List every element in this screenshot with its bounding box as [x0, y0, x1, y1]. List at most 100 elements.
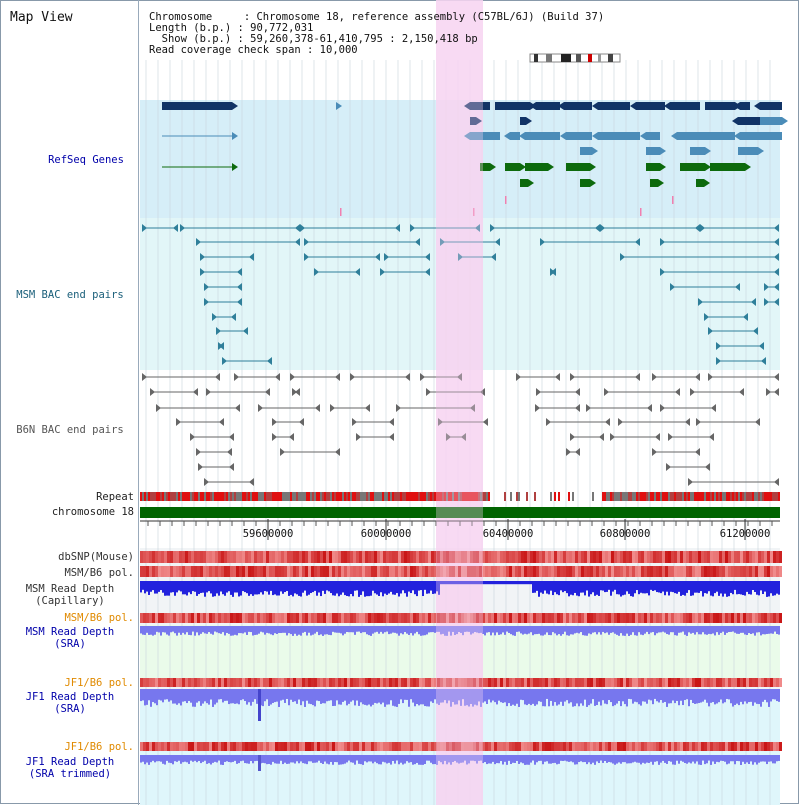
- msm-sra-depth-bar: [232, 626, 234, 636]
- jf1-sra-depth-bar: [312, 689, 314, 706]
- jf1-b6-pol-2-strip: [503, 742, 506, 751]
- dbsnp-strip: [605, 551, 608, 563]
- msm-sra-depth-bar: [396, 626, 398, 634]
- gene-exon: [470, 132, 500, 140]
- dbsnp-label[interactable]: dbSNP(Mouse): [58, 551, 134, 563]
- jf1-read-depth-sra-label[interactable]: JF1 Read Depth (SRA): [25, 691, 115, 715]
- msm-capillary-depth-bar: [218, 581, 220, 596]
- jf1-b6-pol-2-label[interactable]: JF1/B6 pol.: [64, 741, 134, 753]
- dbsnp-strip: [338, 551, 341, 563]
- msm-b6-pol-2-strip: [566, 613, 569, 623]
- msm-b6-pol-2-label[interactable]: MSM/B6 pol.: [64, 612, 134, 624]
- msm-capillary-depth-bar: [454, 581, 456, 585]
- jf1-trimmed-depth-bar: [316, 755, 318, 763]
- jf1-b6-pol-2-strip: [497, 742, 500, 751]
- msm-bac-label[interactable]: MSM BAC end pairs: [16, 289, 124, 301]
- repeat-feature: [346, 492, 348, 501]
- msm-capillary-depth-bar: [162, 581, 164, 593]
- msm-b6-pol-strip: [599, 566, 602, 577]
- msm-sra-depth-bar: [660, 626, 662, 633]
- msm-capillary-depth-bar: [730, 581, 732, 593]
- msm-read-depth-capillary-label[interactable]: MSM Read Depth (Capillary): [25, 583, 115, 607]
- jf1-sra-depth-bar: [350, 689, 352, 702]
- jf1-b6-pol-2-strip: [617, 742, 620, 751]
- jf1-b6-pol-2-strip: [638, 742, 641, 751]
- repeat-feature: [302, 492, 304, 501]
- jf1-b6-pol-strip: [749, 678, 752, 687]
- dbsnp-strip: [494, 551, 497, 563]
- msm-sra-depth-bar: [366, 626, 368, 635]
- msm-b6-pol-strip: [425, 566, 428, 577]
- msm-b6-pol-2-strip: [755, 613, 758, 623]
- msm-b6-pol-2-strip: [605, 613, 608, 623]
- pink-mark: [640, 208, 642, 216]
- msm-capillary-depth-bar: [270, 581, 272, 591]
- dbsnp-strip: [362, 551, 365, 563]
- msm-capillary-depth-bar: [516, 581, 518, 585]
- jf1-sra-depth-bar: [696, 689, 698, 704]
- msm-sra-depth-bar: [216, 626, 218, 633]
- jf1-b6-pol-2-strip: [728, 742, 731, 751]
- refseq-genes-label[interactable]: RefSeq Genes: [48, 154, 124, 166]
- jf1-trimmed-depth-bar: [696, 755, 698, 762]
- msm-sra-depth-bar: [486, 626, 488, 633]
- jf1-sra-depth-bar: [262, 689, 264, 707]
- b6n-bac-label[interactable]: B6N BAC end pairs: [16, 424, 124, 436]
- repeat-feature: [746, 492, 748, 501]
- msm-capillary-depth-bar: [464, 581, 466, 585]
- jf1-b6-pol-strip: [155, 678, 158, 687]
- repeat-feature: [694, 492, 696, 501]
- dbsnp-strip: [656, 551, 659, 563]
- jf1-trimmed-depth-bar: [172, 755, 174, 765]
- msm-sra-depth-bar: [508, 626, 510, 633]
- dbsnp-strip: [293, 551, 296, 563]
- msm-b6-pol-strip: [455, 566, 458, 577]
- jf1-trimmed-depth-bar: [364, 755, 366, 762]
- repeat-feature: [340, 492, 342, 501]
- jf1-trimmed-depth-bar: [660, 755, 662, 763]
- msm-capillary-depth-bar: [468, 581, 470, 585]
- msm-capillary-depth-bar: [326, 581, 328, 591]
- repeat-feature: [674, 492, 676, 501]
- jf1-trimmed-depth-bar: [636, 755, 638, 763]
- msm-b6-pol-2-strip: [653, 613, 656, 623]
- msm-capillary-depth-bar: [390, 581, 392, 592]
- msm-capillary-depth-bar: [324, 581, 326, 594]
- jf1-b6-pol-2-strip: [632, 742, 635, 751]
- msm-b6-pol-strip: [677, 566, 680, 577]
- repeat-label[interactable]: Repeat: [96, 491, 134, 503]
- jf1-b6-pol-strip: [293, 678, 296, 687]
- jf1-b6-pol-strip: [449, 678, 452, 687]
- jf1-trimmed-depth-bar: [300, 755, 302, 762]
- jf1-b6-pol-strip: [605, 678, 608, 687]
- repeat-feature: [702, 492, 704, 501]
- msm-read-depth-sra-label[interactable]: MSM Read Depth (SRA): [25, 626, 115, 650]
- msm-sra-depth-bar: [224, 626, 226, 636]
- msm-b6-pol-label[interactable]: MSM/B6 pol.: [64, 567, 134, 579]
- gene-arrow: [464, 102, 470, 110]
- jf1-b6-pol-label[interactable]: JF1/B6 pol.: [64, 677, 134, 689]
- jf1-b6-pol-strip: [143, 678, 146, 687]
- jf1-b6-pol-strip: [692, 678, 695, 687]
- jf1-sra-depth-bar: [720, 689, 722, 700]
- dbsnp-strip: [614, 551, 617, 563]
- jf1-sra-depth-bar: [322, 689, 324, 704]
- jf1-sra-depth-bar: [378, 689, 380, 703]
- msm-capillary-depth-bar: [522, 581, 524, 585]
- msm-sra-depth-bar: [642, 626, 644, 636]
- msm-capillary-depth-bar: [594, 581, 596, 596]
- jf1-sra-depth-bar: [254, 689, 256, 700]
- dbsnp-strip: [740, 551, 743, 563]
- jf1-sra-depth-bar: [276, 689, 278, 702]
- jf1-trimmed-depth-bar: [500, 755, 502, 762]
- jf1-trimmed-depth-bar: [198, 755, 200, 762]
- msm-b6-pol-strip: [383, 566, 386, 577]
- jf1-read-depth-trimmed-label[interactable]: JF1 Read Depth (SRA trimmed): [25, 756, 115, 780]
- jf1-b6-pol-2-strip: [257, 742, 260, 751]
- msm-b6-pol-strip: [209, 566, 212, 577]
- repeat-feature: [758, 492, 760, 501]
- msm-b6-pol-strip: [662, 566, 665, 577]
- jf1-trimmed-depth-bar: [610, 755, 612, 763]
- jf1-trimmed-depth-bar: [472, 755, 474, 761]
